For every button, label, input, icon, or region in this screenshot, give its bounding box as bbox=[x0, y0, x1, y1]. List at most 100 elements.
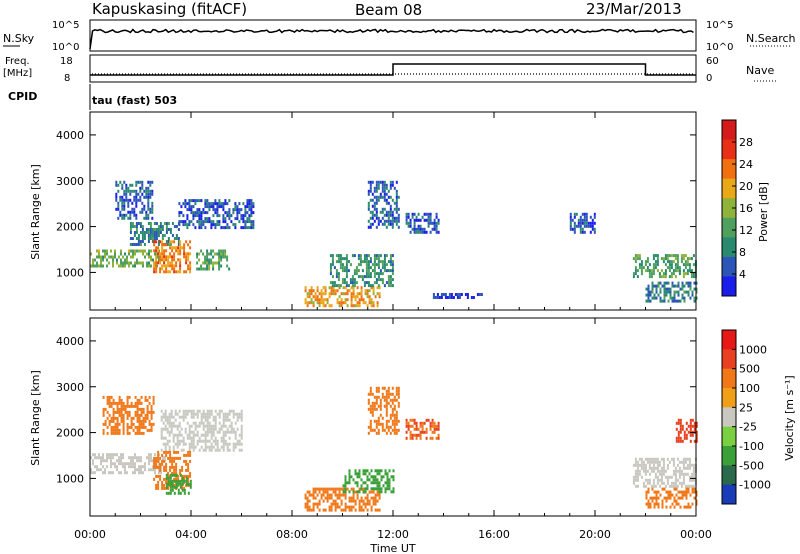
scatter-cell bbox=[250, 205, 253, 209]
scatter-cell bbox=[656, 460, 659, 464]
scatter-cell bbox=[370, 469, 373, 473]
scatter-cell bbox=[337, 272, 340, 276]
scatter-cell bbox=[204, 205, 207, 209]
scatter-cell bbox=[117, 216, 120, 220]
scatter-cell bbox=[387, 189, 390, 193]
scatter-cell bbox=[358, 502, 361, 506]
scatter-cell bbox=[666, 463, 669, 467]
scatter-cell bbox=[640, 475, 643, 479]
scatter-cell bbox=[320, 289, 323, 293]
scatter-cell bbox=[367, 180, 370, 184]
scatter-cell bbox=[141, 237, 144, 240]
cpid-label: CPID bbox=[8, 90, 37, 103]
scatter-cell bbox=[121, 216, 124, 220]
scatter-cell bbox=[178, 430, 181, 434]
scatter-cell bbox=[226, 226, 229, 230]
scatter-cell bbox=[345, 272, 348, 276]
scatter-cell bbox=[652, 481, 655, 485]
scatter-cell bbox=[175, 485, 178, 489]
nsky-frame bbox=[89, 19, 697, 52]
scatter-cell bbox=[157, 261, 160, 265]
scatter-cell bbox=[355, 269, 358, 273]
scatter-cell bbox=[314, 487, 317, 491]
scatter-cell bbox=[684, 260, 687, 264]
scatter-cell bbox=[575, 212, 578, 216]
scatter-cell bbox=[365, 254, 368, 258]
scatter-cell bbox=[151, 192, 154, 196]
scatter-cell bbox=[165, 462, 168, 466]
scatter-cell bbox=[155, 255, 158, 259]
scatter-cell bbox=[381, 210, 384, 214]
scatter-cell bbox=[189, 270, 192, 274]
scatter-cell bbox=[655, 496, 658, 500]
scatter-cell bbox=[236, 205, 239, 209]
scatter-cell bbox=[185, 476, 188, 480]
scatter-cell bbox=[687, 424, 690, 428]
scatter-cell bbox=[661, 505, 664, 509]
scatter-cell bbox=[383, 284, 386, 288]
scatter-cell bbox=[381, 422, 384, 426]
scatter-cell bbox=[194, 211, 197, 215]
scatter-cell bbox=[133, 213, 136, 217]
scatter-cell bbox=[167, 479, 170, 483]
scatter-cell bbox=[179, 473, 182, 477]
scatter-cell bbox=[151, 240, 154, 243]
scatter-cell bbox=[666, 260, 669, 264]
scatter-cell bbox=[666, 478, 669, 482]
scatter-cell bbox=[164, 424, 167, 428]
scatter-cell bbox=[177, 237, 180, 240]
scatter-cell bbox=[206, 205, 209, 209]
scatter-cell bbox=[138, 456, 140, 460]
scatter-cell bbox=[104, 407, 107, 411]
scatter-cell bbox=[185, 468, 188, 472]
scatter-cell bbox=[671, 284, 674, 288]
scatter-cell bbox=[352, 499, 355, 503]
scatter-cell bbox=[147, 195, 150, 199]
scatter-cell bbox=[208, 415, 211, 419]
scatter-cell bbox=[363, 275, 366, 279]
scatter-cell bbox=[359, 263, 362, 267]
scatter-cell bbox=[138, 261, 140, 265]
scatter-cell bbox=[192, 442, 195, 446]
scatter-cell bbox=[306, 505, 309, 509]
scatter-cell bbox=[645, 496, 648, 500]
scatter-cell bbox=[190, 211, 193, 215]
scatter-cell bbox=[377, 419, 380, 423]
scatter-cell bbox=[391, 263, 394, 267]
scatter-cell bbox=[385, 192, 388, 196]
scatter-cell bbox=[169, 453, 172, 457]
scatter-cell bbox=[324, 496, 327, 500]
scatter-cell bbox=[372, 502, 375, 506]
scatter-cell bbox=[206, 430, 209, 434]
scatter-cell bbox=[649, 505, 652, 509]
scatter-cell bbox=[391, 198, 394, 202]
scatter-cell bbox=[115, 195, 118, 199]
scatter-cell bbox=[329, 254, 332, 258]
scatter-cell bbox=[308, 301, 311, 305]
scatter-cell bbox=[134, 261, 136, 265]
scatter-cell bbox=[387, 216, 390, 220]
scatter-cell bbox=[224, 249, 227, 253]
scatter-cell bbox=[683, 436, 686, 440]
scatter-cell bbox=[318, 304, 321, 308]
scatter-cell bbox=[150, 422, 153, 426]
scatter-cell bbox=[358, 508, 361, 512]
scatter-cell bbox=[308, 295, 311, 299]
scatter-cell bbox=[148, 462, 150, 466]
scatter-cell bbox=[660, 469, 663, 473]
scatter-cell bbox=[169, 479, 172, 483]
scatter-cell bbox=[409, 218, 412, 222]
scatter-cell bbox=[376, 292, 379, 296]
scatter-cell bbox=[128, 264, 130, 268]
scatter-cell bbox=[130, 401, 133, 405]
scatter-cell bbox=[388, 481, 391, 485]
scatter-cell bbox=[653, 296, 656, 300]
scatter-cell bbox=[177, 488, 180, 492]
scatter-cell bbox=[693, 439, 696, 443]
scatter-cell bbox=[385, 263, 388, 267]
scatter-cell bbox=[652, 469, 655, 473]
scatter-cell bbox=[100, 468, 102, 472]
scatter-cell bbox=[159, 255, 162, 259]
scatter-cell bbox=[353, 269, 356, 273]
scatter-cell bbox=[569, 218, 572, 222]
